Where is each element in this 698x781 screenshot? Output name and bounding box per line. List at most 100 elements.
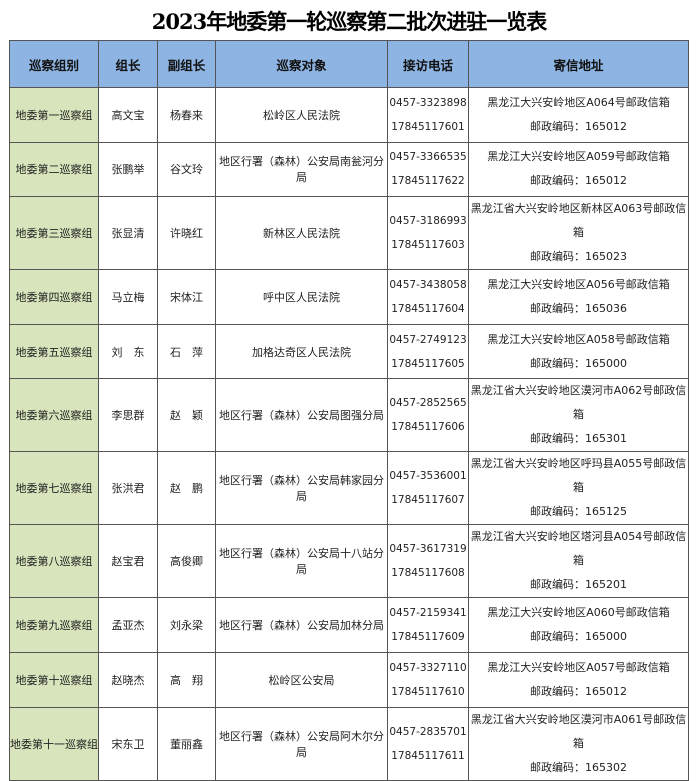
table-row: 地委第九巡察组 孟亚杰 刘永梁 地区行署（森林）公安局加林分局 0457-2159341… [9,597,689,653]
phone-mobile: 17845117608 [391,567,465,580]
cell-deputy: 刘永梁 [157,597,216,653]
phone-mobile: 17845117601 [391,120,465,133]
mail-address: 黑龙江大兴安岭地区A059号邮政信箱 [487,150,670,164]
postcode: 邮政编码：165012 [530,174,627,188]
postcode: 邮政编码：165125 [530,505,627,519]
table-row: 地委第八巡察组 赵宝君 高俊卿 地区行署（森林）公安局十八站分局 0457-361731… [9,524,689,599]
cell-deputy: 杨春来 [157,87,216,143]
postcode: 邮政编码：165000 [530,356,627,370]
table-row: 地委第三巡察组 张显清 许晓红 新林区人民法院 0457-3186993 17845117… [9,196,689,271]
cell-deputy: 董丽鑫 [157,706,216,781]
postcode: 邮政编码：165036 [530,301,627,315]
table-row: 地委第七巡察组 张洪君赵 鹏地区行署（森林）公安局韩家园分局 0457-353600… [9,451,689,526]
cell-leader: 张显清 [98,196,158,271]
cell-leader: 张鹏举 [98,141,158,198]
cell-phone: 0457-2159341 17845117609 [387,597,469,653]
cell-deputy: 赵 颖 [157,378,216,453]
cell-address: 黑龙江省大兴安岭地区呼玛县A055号邮政信箱邮政编码：165125 [468,451,689,526]
cell-leader: 高文宝 [98,87,158,143]
mail-address: 黑龙江省大兴安岭地区塔河县A054号邮政信箱 [470,530,687,568]
table-row: 地委第六巡察组 李思群赵 颖地区行署（森林）公安局图强分局 0457-2852565… [9,378,689,453]
header-row: 巡察组别 组长 副组长 巡察对象 接访电话 寄信地址 [9,40,689,88]
cell-leader: 孟亚杰 [98,597,158,653]
cell-target: 加格达奇区人民法院 [215,323,388,380]
cell-group: 地委第九巡察组 [9,597,99,653]
cell-group: 地委第八巡察组 [9,524,99,599]
phone-landline: 0457-2852565 [389,397,467,410]
phone-mobile: 17845117610 [391,685,465,698]
phone-mobile: 17845117609 [391,631,465,644]
cell-target: 呼中区人民法院 [215,269,388,325]
cell-target: 松岭区公安局 [215,651,388,708]
cell-address: 黑龙江省大兴安岭地区漠河市A061号邮政信箱 邮政编码：165302 [468,706,689,781]
inspection-table: 巡察组别 组长 副组长 巡察对象 接访电话 寄信地址 地委第一巡察组 高文宝 杨春来… [9,40,689,781]
cell-leader: 宋东卫 [98,706,158,781]
cell-group: 地委第六巡察组 [9,378,99,453]
cell-phone: 0457-3617319 17845117608 [387,524,469,599]
cell-target: 新林区人民法院 [215,196,388,271]
postcode: 邮政编码：165000 [530,630,627,644]
phone-mobile: 17845117611 [391,749,465,762]
phone-landline: 0457-3186993 [389,215,467,228]
phone-landline: 0457-3323898 [389,96,467,109]
phone-landline: 0457-3327110 [389,661,467,674]
header-address: 寄信地址 [468,40,689,88]
cell-address: 黑龙江大兴安岭地区A059号邮政信箱 邮政编码：165012 [468,141,689,198]
phone-landline: 0457-3366535 [389,151,467,164]
postcode: 邮政编码：165023 [530,250,627,264]
postcode: 邮政编码：165012 [530,684,627,698]
mail-address: 黑龙江大兴安岭地区A057号邮政信箱 [487,660,670,674]
cell-target: 地区行署（森林）公安局加林分局 [215,597,388,653]
cell-deputy: 石 萍 [157,323,216,380]
header-phone: 接访电话 [387,40,469,88]
phone-mobile: 17845117603 [391,239,465,252]
table-row: 地委第十巡察组 赵晓杰高 翔松岭区公安局 0457-3327110 178451176… [9,651,689,708]
mail-address: 黑龙江省大兴安岭地区漠河市A061号邮政信箱 [470,712,687,750]
postcode: 邮政编码：165012 [530,119,627,133]
cell-phone: 0457-3323898 17845117601 [387,87,469,143]
cell-address: 黑龙江大兴安岭地区A060号邮政信箱 邮政编码：165000 [468,597,689,653]
cell-deputy: 许晓红 [157,196,216,271]
phone-landline: 0457-3617319 [389,543,467,556]
cell-deputy: 宋体江 [157,269,216,325]
cell-phone: 0457-3327110 17845117610 [387,651,469,708]
mail-address: 黑龙江省大兴安岭地区呼玛县A055号邮政信箱 [470,457,687,495]
cell-address: 黑龙江省大兴安岭地区漠河市A062号邮政信箱邮政编码：165301 [468,378,689,453]
cell-address: 黑龙江省大兴安岭地区新林区A063号邮政信箱邮政编码：165023 [468,196,689,271]
phone-mobile: 17845117606 [391,421,465,434]
table-row: 地委第四巡察组 马立梅 宋体江 呼中区人民法院 0457-3438058 17845117… [9,269,689,325]
header-group: 巡察组别 [9,40,99,88]
phone-landline: 0457-3536001 [389,470,467,483]
phone-landline: 0457-2749123 [389,333,467,346]
phone-landline: 0457-3438058 [389,278,467,291]
mail-address: 黑龙江省大兴安岭地区新林区A063号邮政信箱 [470,202,687,240]
cell-deputy: 谷文玲 [157,141,216,198]
cell-phone: 0457-3536001 17845117607 [387,451,469,526]
cell-group: 地委第五巡察组 [9,323,99,380]
mail-address: 黑龙江大兴安岭地区A060号邮政信箱 [487,606,670,620]
cell-target: 地区行署（森林）公安局阿木尔分局 [215,706,388,781]
phone-mobile: 17845117607 [391,494,465,507]
cell-leader: 赵晓杰 [98,651,158,708]
cell-address: 黑龙江大兴安岭地区A064号邮政信箱 邮政编码：165012 [468,87,689,143]
cell-phone: 0457-2749123 17845117605 [387,323,469,380]
cell-address: 黑龙江大兴安岭地区A058号邮政信箱 邮政编码：165000 [468,323,689,380]
cell-address: 黑龙江大兴安岭地区A056号邮政信箱 邮政编码：165036 [468,269,689,325]
phone-landline: 0457-2159341 [389,607,467,620]
cell-group: 地委第十巡察组 [9,651,99,708]
phone-mobile: 17845117622 [391,175,465,188]
phone-landline: 0457-2835701 [389,725,467,738]
cell-leader: 刘 东 [98,323,158,380]
header-target: 巡察对象 [215,40,388,88]
cell-address: 黑龙江大兴安岭地区A057号邮政信箱 邮政编码：165012 [468,651,689,708]
cell-leader: 赵宝君 [98,524,158,599]
postcode: 邮政编码：165301 [530,432,627,446]
postcode: 邮政编码：165201 [530,578,627,592]
mail-address: 黑龙江省大兴安岭地区漠河市A062号邮政信箱 [470,384,687,422]
table-row: 地委第十一巡察组 宋东卫 董丽鑫 地区行署（森林）公安局阿木尔分局 0457-28357… [9,706,689,781]
cell-leader: 马立梅 [98,269,158,325]
cell-deputy: 赵 鹏 [157,451,216,526]
mail-address: 黑龙江大兴安岭地区A058号邮政信箱 [487,332,670,346]
cell-leader: 张洪君 [98,451,158,526]
cell-target: 松岭区人民法院 [215,87,388,143]
